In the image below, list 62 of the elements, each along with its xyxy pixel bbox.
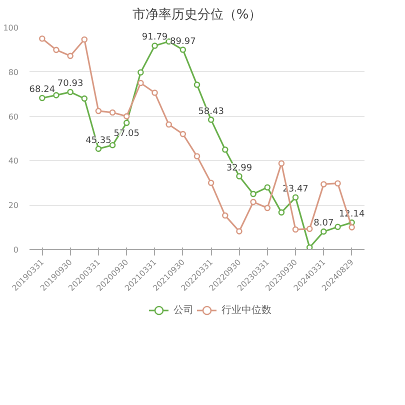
point <box>250 198 256 206</box>
point <box>264 204 271 212</box>
point <box>95 108 102 114</box>
data-label: 32.99 <box>226 163 252 174</box>
point <box>306 226 313 232</box>
point <box>180 130 186 138</box>
point <box>53 46 60 54</box>
data-label: 70.93 <box>57 79 84 90</box>
point <box>250 190 256 198</box>
point <box>222 146 228 153</box>
data-label: 58.43 <box>198 106 224 117</box>
point <box>81 36 88 43</box>
point <box>166 121 172 128</box>
point <box>334 180 341 186</box>
point <box>222 212 228 219</box>
point <box>320 228 327 235</box>
point <box>194 153 200 160</box>
point <box>152 90 158 96</box>
point <box>306 244 313 250</box>
y-tick-label: 40 <box>8 156 19 166</box>
y-tick-label: 100 <box>3 24 19 32</box>
y-tick-label: 80 <box>8 68 19 77</box>
y-tick-label: 0 <box>13 246 19 254</box>
point <box>152 42 158 49</box>
point <box>138 80 144 86</box>
data-label: 8.07 <box>314 218 334 229</box>
point <box>109 109 116 116</box>
point <box>138 69 144 76</box>
point <box>236 228 242 234</box>
point <box>320 181 327 188</box>
point <box>95 146 102 152</box>
point <box>67 88 74 96</box>
legend-label: 公司 <box>174 304 194 317</box>
point <box>39 35 46 42</box>
data-label: 68.24 <box>29 85 56 96</box>
legend-label: 行业中位数 <box>222 304 272 317</box>
point <box>53 92 60 98</box>
point <box>194 82 200 88</box>
point <box>264 184 271 190</box>
point <box>123 120 130 126</box>
y-tick-label: 20 <box>8 201 19 210</box>
point <box>278 209 285 216</box>
point <box>208 116 214 123</box>
point <box>278 160 285 167</box>
point <box>81 95 88 102</box>
point <box>348 224 355 230</box>
data-label: 91.79 <box>142 32 168 43</box>
point <box>292 226 299 233</box>
point <box>67 52 74 60</box>
data-label: 57.05 <box>114 128 140 139</box>
point <box>123 113 130 120</box>
chart-title: 市净率历史分位（%） <box>132 6 262 22</box>
point <box>180 46 186 53</box>
point <box>236 173 242 180</box>
data-label: 89.97 <box>170 36 196 47</box>
point <box>334 224 341 230</box>
point <box>39 94 46 102</box>
point <box>292 194 299 201</box>
data-label: 45.35 <box>86 136 112 146</box>
point <box>109 142 116 148</box>
y-tick-label: 60 <box>8 112 19 122</box>
point <box>208 180 214 186</box>
